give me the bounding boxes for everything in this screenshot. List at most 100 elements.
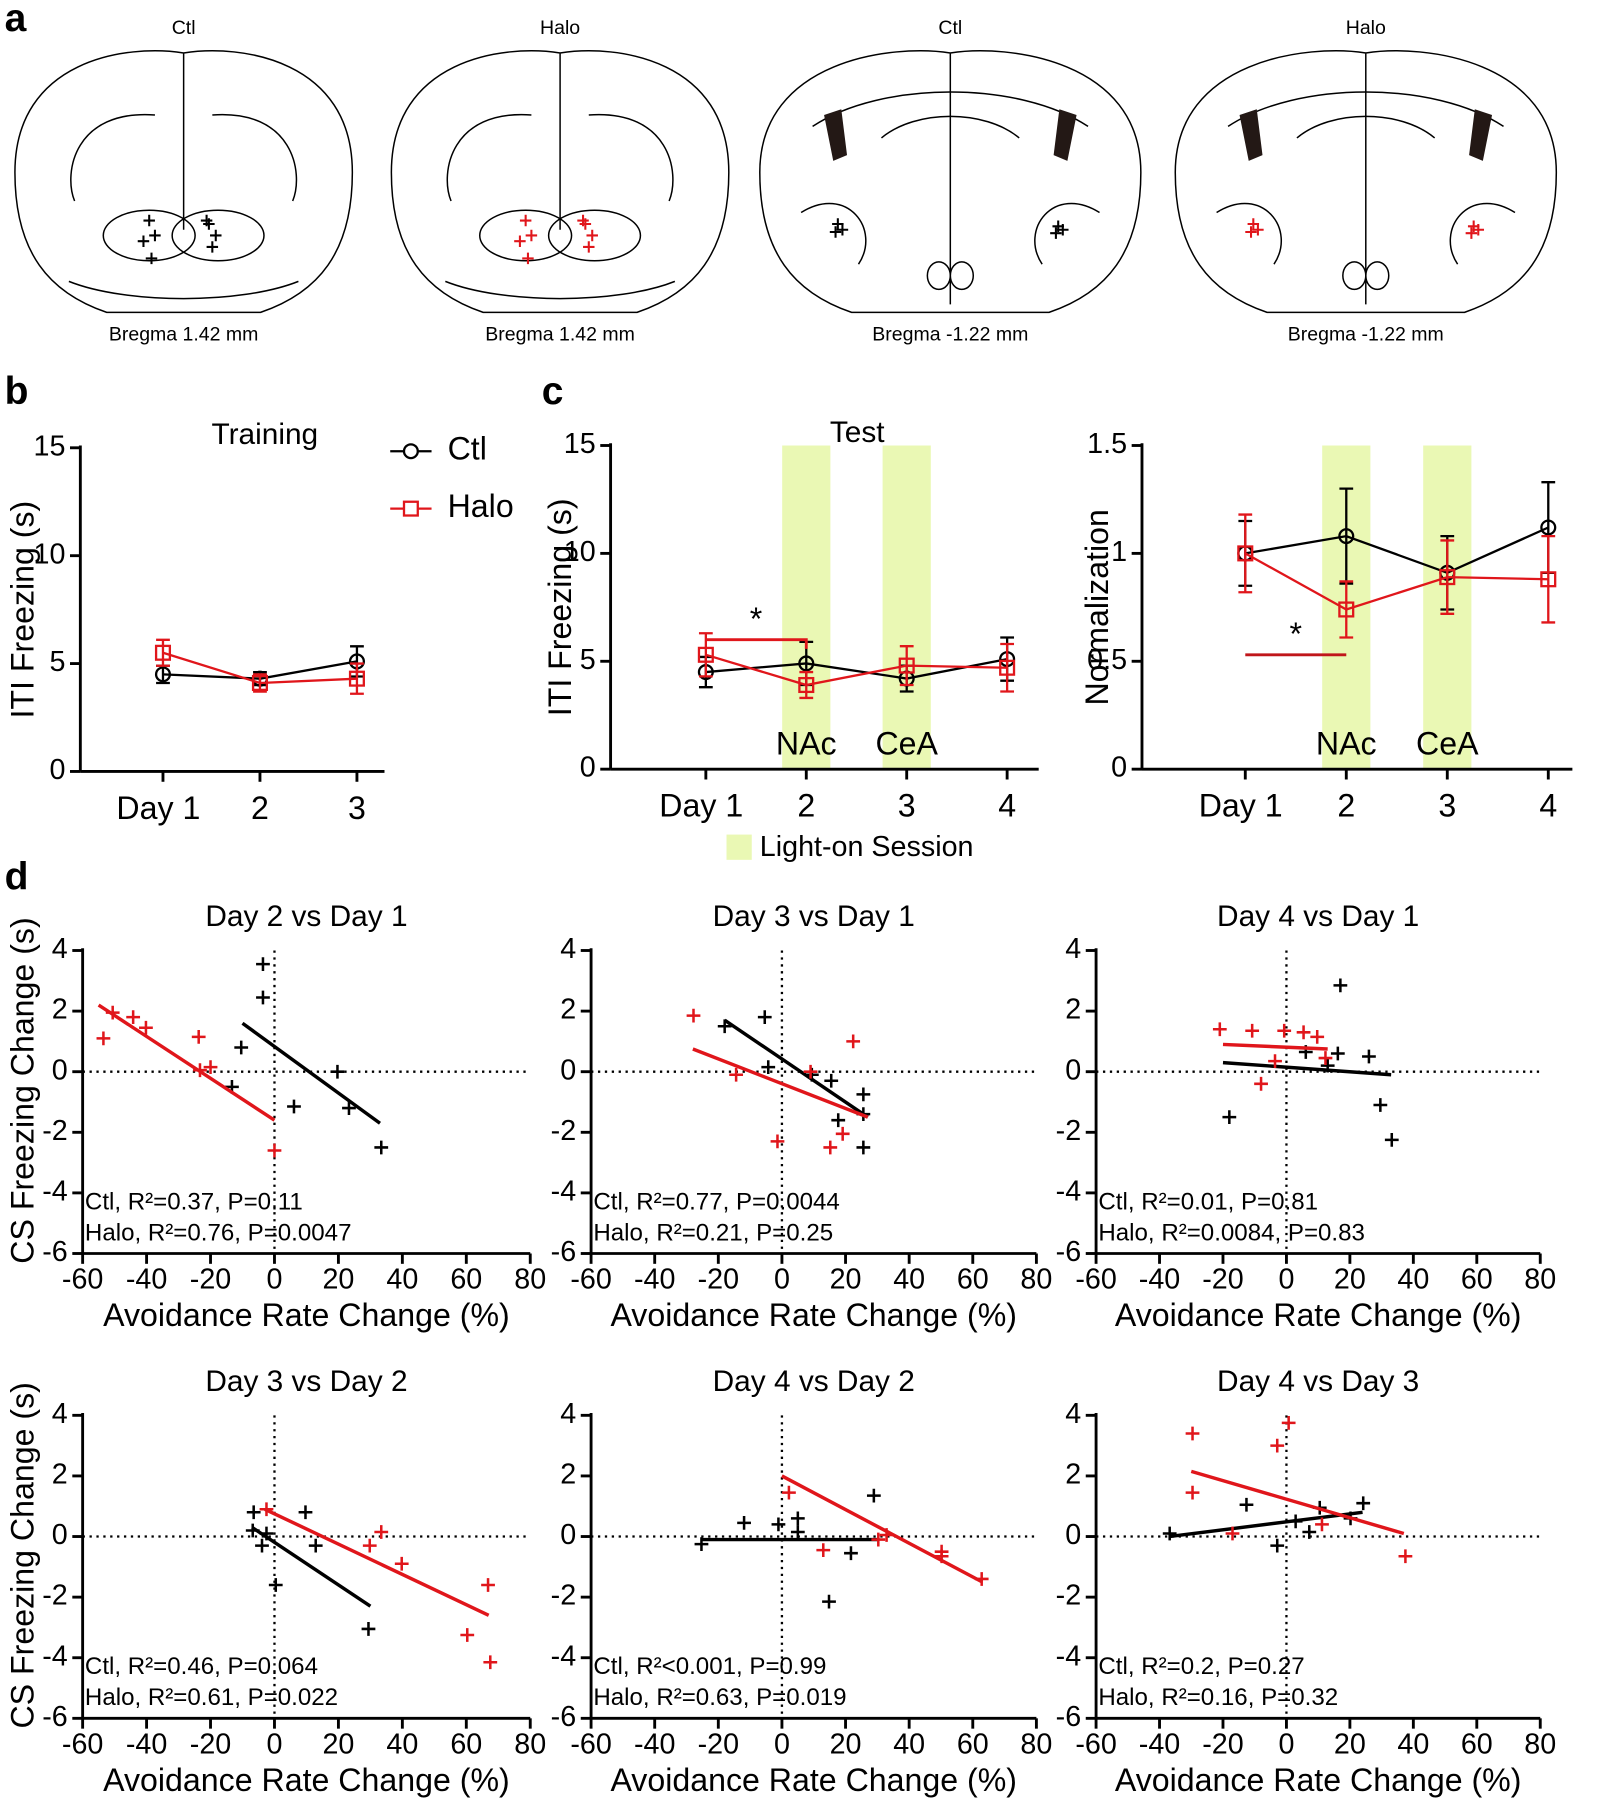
x-tick-label: Day 1: [1199, 788, 1283, 824]
point: [1373, 1098, 1388, 1112]
y-tick-label: -2: [42, 1580, 68, 1612]
point: [822, 1594, 836, 1609]
point: [1318, 1051, 1333, 1065]
x-tick-label: 40: [1397, 1264, 1429, 1296]
fit-line: [781, 1474, 984, 1584]
marker: [697, 646, 714, 663]
significance-star: *: [750, 601, 763, 637]
point: [1254, 1076, 1268, 1091]
point: [1270, 1538, 1285, 1553]
marker: [1439, 569, 1456, 586]
marker: [898, 657, 915, 674]
marker: [1540, 571, 1557, 588]
point: [1225, 1526, 1240, 1541]
x-tick-label: -60: [1075, 1264, 1116, 1296]
point: [1162, 1526, 1177, 1541]
point: [1222, 1110, 1237, 1125]
y-tick-label: 2: [52, 1459, 68, 1491]
x-tick-label: 0: [266, 1728, 282, 1760]
fit-stat: Halo, R²=0.21, P=0.25: [593, 1219, 833, 1246]
x-tick-label: 60: [1461, 1264, 1493, 1296]
series-line: [705, 657, 1008, 680]
point: [831, 1113, 846, 1128]
placement-cross: [137, 235, 150, 247]
y-tick-label: 10: [564, 536, 596, 568]
marker: [798, 676, 815, 694]
fit-stat: Halo, R²=0.76, P=0.0047: [85, 1219, 352, 1246]
placement-cross: [1057, 223, 1069, 236]
point: [770, 1134, 785, 1149]
band-label: NAc: [776, 726, 837, 762]
point: [267, 1143, 282, 1158]
point: [803, 1064, 818, 1079]
brain-outline: [14, 50, 354, 314]
point: [361, 1622, 376, 1636]
point: [126, 1010, 141, 1025]
y-tick-label: 0: [1111, 752, 1127, 784]
band-label: CeA: [875, 726, 938, 762]
fit-line: [97, 1003, 276, 1122]
x-tick-label: 80: [1524, 1728, 1556, 1760]
x-tick-label: -20: [190, 1728, 231, 1760]
y-tick-label: 0: [560, 1519, 576, 1551]
brain-outline: [390, 50, 730, 314]
marker: [154, 644, 172, 661]
band-label: NAc: [1316, 726, 1377, 762]
x-tick-label: 80: [1020, 1728, 1052, 1760]
point: [1398, 1549, 1413, 1564]
y-tick-label: 4: [52, 1398, 68, 1430]
x-tick-label: -40: [1139, 1264, 1180, 1296]
marker: [154, 666, 172, 683]
section-title: Halo: [540, 17, 580, 39]
legend-label: Halo: [448, 488, 514, 524]
y-tick-label: 4: [1065, 1398, 1081, 1430]
series-line: [705, 653, 1008, 687]
x-tick-label: 60: [957, 1728, 989, 1760]
marker: [1540, 519, 1557, 536]
point: [856, 1087, 871, 1102]
fit-line: [692, 1047, 869, 1119]
chart-title: Day 3 vs Day 1: [713, 900, 915, 933]
fit-line: [264, 1507, 490, 1617]
x-tick-label: 4: [1539, 788, 1557, 824]
x-tick-label: 40: [893, 1264, 925, 1296]
y-tick-label: 0: [1065, 1054, 1081, 1086]
point: [298, 1505, 313, 1520]
y-tick-label: -6: [551, 1701, 577, 1733]
placement-cross: [1472, 223, 1485, 236]
x-tick-label: 0: [1278, 1264, 1294, 1296]
fit-line: [251, 1526, 372, 1608]
y-tick-label: 0: [52, 1054, 68, 1086]
point: [1281, 1416, 1296, 1430]
y-tick-label: -4: [1056, 1175, 1082, 1207]
chart-title: Day 4 vs Day 1: [1217, 900, 1419, 933]
point: [256, 990, 270, 1005]
y-tick-label: -6: [551, 1236, 577, 1268]
panel-label: a: [5, 0, 27, 40]
x-tick-label: 60: [1461, 1728, 1493, 1760]
point: [824, 1073, 839, 1088]
point: [737, 1516, 751, 1530]
y-axis-label: CS Freezing Change (s): [5, 1382, 41, 1728]
x-tick-label: -40: [126, 1264, 167, 1296]
chart-title: Test: [830, 416, 885, 449]
y-tick-label: 15: [564, 428, 596, 460]
y-tick-label: 0: [1065, 1519, 1081, 1551]
marker: [1338, 601, 1355, 618]
chart-title: Day 4 vs Day 2: [713, 1365, 915, 1398]
y-tick-label: 2: [560, 1459, 576, 1491]
point: [686, 1008, 701, 1023]
x-axis-label: Avoidance Rate Change (%): [610, 1297, 1017, 1333]
placement-cross: [206, 241, 219, 253]
legend-swatch: [726, 834, 752, 860]
placement-cross: [149, 229, 161, 242]
point: [790, 1525, 805, 1539]
point: [1330, 1046, 1345, 1061]
x-tick-label: 20: [322, 1264, 354, 1296]
point: [1315, 1517, 1329, 1532]
y-tick-label: -6: [1056, 1236, 1082, 1268]
x-tick-label: -60: [62, 1264, 103, 1296]
point: [481, 1578, 495, 1592]
y-tick-label: -4: [42, 1175, 68, 1207]
legend-label: Light-on Session: [760, 831, 974, 863]
